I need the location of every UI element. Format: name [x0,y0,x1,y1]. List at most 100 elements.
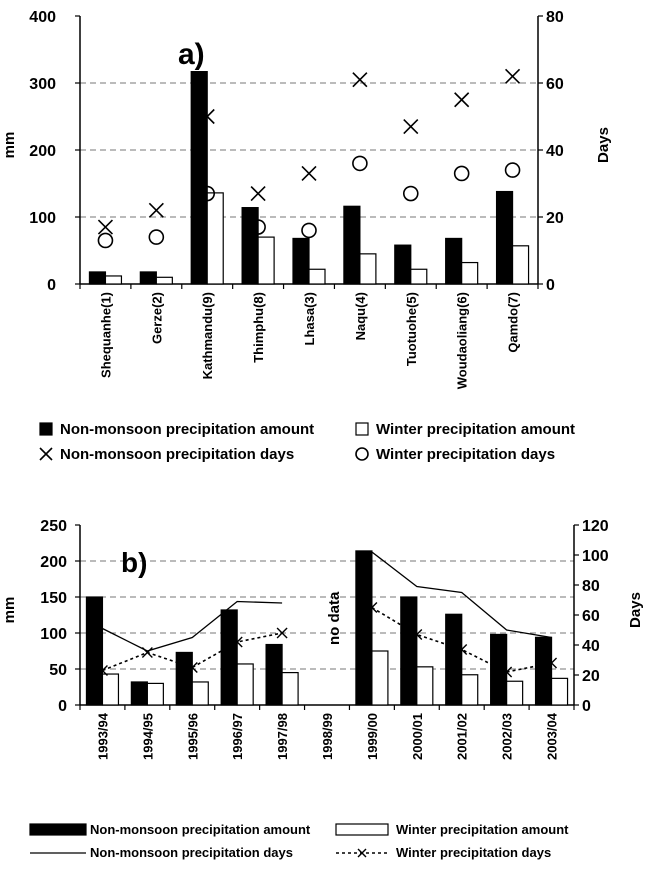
winter-days-marker-stroke [456,644,468,655]
winter-amount-bar [257,236,275,285]
y-axis-label-right: Days [595,127,612,163]
x-tick-label: 1998/99 [320,713,335,760]
winter-days-marker-stroke [411,629,423,640]
winter-days-marker [402,185,419,202]
y-tick-label-right: 0 [582,698,591,715]
x-tick-label: 1999/00 [365,713,380,760]
non-monsoon-days-marker [250,185,266,202]
winter-days-marker [411,629,423,640]
x-tick-label: Kathmandu(9) [200,292,215,379]
winter-amount-bar [155,276,173,285]
non-monsoon-days-marker-stroke [199,108,215,125]
non-monsoon-amount-bar [139,271,157,285]
legend-label: Non-monsoon precipitation amount [90,822,311,837]
winter-days-marker [97,232,114,249]
x-tick-label: Tuotuohe(5) [404,292,419,366]
winter-days-marker [501,666,513,678]
winter-days-marker [352,155,368,172]
winter-days-marker-stroke [186,662,198,673]
legend-x-marker [357,848,367,858]
winter-amount-bar [461,261,479,285]
winter-amount-bar [236,663,254,706]
winter-days-marker [546,657,558,669]
non-monsoon-days-marker-stroke [403,118,419,135]
non-monsoon-amount-bar [400,596,418,706]
winter-amount-bar [416,666,434,706]
winter-days-marker [456,644,468,655]
x-tick-label: Shequanhe(1) [98,292,113,378]
non-monsoon-days-marker-stroke [352,72,368,88]
y-tick-label-left: 0 [47,277,56,294]
panel-label: b) [121,547,147,578]
winter-amount-bar [511,245,530,285]
winter-amount-bar [281,671,299,706]
winter-amount-bar [461,674,479,706]
winter-days-marker [453,165,470,182]
winter-days-marker-stroke [96,665,108,676]
y-tick-label-right: 60 [582,608,600,625]
winter-days-marker-stroke [141,647,153,658]
non-monsoon-amount-bar [394,244,412,285]
non-monsoon-days-marker-stroke [504,68,521,84]
winter-amount-bar [104,275,123,285]
non-monsoon-days-marker [148,202,164,218]
non-monsoon-amount-bar [190,71,208,285]
legend-x-marker [39,447,53,461]
non-monsoon-amount-bar [241,207,259,285]
winter-days-marker [276,627,288,639]
x-tick-label: 1993/94 [95,712,110,760]
y-axis-label-right: Days [627,592,644,628]
y-tick-label-right: 40 [546,143,564,160]
y-tick-label-left: 200 [40,554,67,571]
winter-days-marker [504,162,521,178]
non-monsoon-amount-bar [343,205,361,285]
non-monsoon-amount-bar [445,237,463,285]
winter-days-marker [141,647,153,658]
non-monsoon-days-marker-stroke [454,92,470,108]
legend-label: Winter precipitation amount [396,822,569,837]
winter-days-marker [366,602,378,613]
legend-swatch-open [355,422,369,436]
legend-x-marker-stroke [357,848,367,858]
x-tick-label: 1997/98 [275,713,290,760]
winter-days-marker [148,229,165,245]
winter-amount-bar [410,268,428,285]
non-monsoon-days-marker [352,72,368,88]
non-monsoon-amount-bar [130,681,148,706]
x-tick-label: 1994/95 [140,713,155,760]
y-tick-label-right: 120 [582,518,609,535]
winter-days-marker [301,222,317,239]
legend-label: Winter precipitation amount [376,421,575,438]
y-tick-label-right: 100 [582,548,609,565]
winter-amount-bar [550,677,569,706]
non-monsoon-days-marker [403,118,419,135]
winter-amount-bar [191,681,209,706]
non-monsoon-days-marker [301,165,317,182]
y-tick-label-left: 50 [49,662,67,679]
legend-label: Winter precipitation days [376,446,555,463]
non-monsoon-amount-bar [292,237,310,285]
y-tick-label-right: 0 [546,277,555,294]
non-monsoon-amount-bar [495,190,514,285]
x-tick-label: Lhasa(3) [302,292,317,345]
winter-days-marker [96,665,108,676]
non-monsoon-amount-bar [175,651,193,706]
winter-amount-bar [308,268,326,285]
y-tick-label-left: 400 [29,9,56,26]
x-tick-label: 2002/03 [500,713,515,760]
x-tick-label: 2000/01 [410,713,425,760]
no-data-annotation: no data [326,591,343,645]
y-tick-label-right: 20 [582,668,600,685]
y-tick-label-right: 60 [546,76,564,93]
winter-days-marker [250,219,266,235]
panel-label: a) [178,38,205,71]
winter-days-marker-stroke [366,602,378,613]
non-monsoon-amount-bar [534,636,553,706]
x-tick-label: 1995/96 [185,713,200,760]
non-monsoon-days-marker [454,92,470,108]
non-monsoon-days-marker-stroke [97,219,114,235]
winter-amount-bar [206,192,224,285]
legend-label: Non-monsoon precipitation amount [60,421,314,438]
winter-days-marker [231,636,243,648]
non-monsoon-amount-bar [445,613,463,706]
